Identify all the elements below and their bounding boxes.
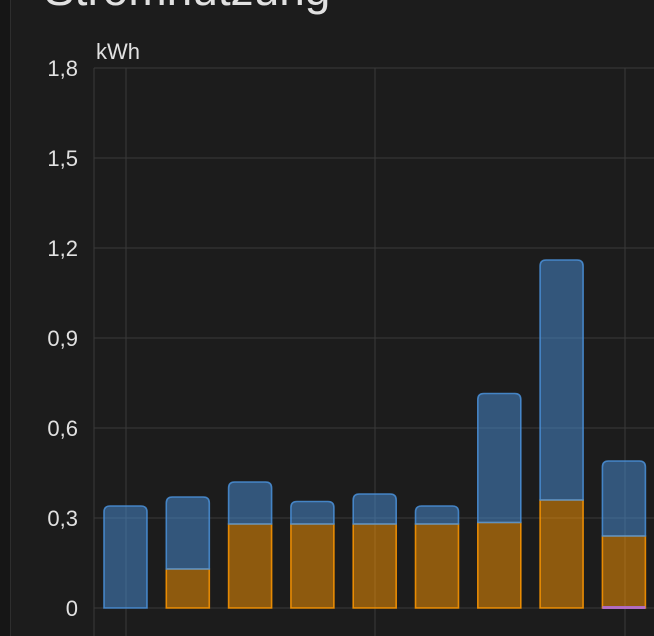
bar-segment-1-5	[414, 505, 460, 525]
bar-segment-0-6	[477, 521, 522, 609]
bar-segment-1-2	[227, 481, 273, 525]
bar-segment-1-1	[165, 496, 211, 570]
y-tick-label: 1,8	[47, 56, 78, 81]
bar-segment-2-8	[602, 606, 646, 609]
bar-segment-1-7	[539, 259, 584, 501]
y-tick-label: 0,3	[47, 506, 78, 531]
y-tick-label: 0,9	[47, 326, 78, 351]
bar-segment-1-4	[352, 493, 397, 525]
bar-segment-0-5	[414, 523, 460, 609]
bar-group-4	[352, 493, 397, 609]
y-tick-label: 1,2	[47, 236, 78, 261]
y-tick-label: 0	[66, 596, 78, 621]
y-tick-label: 0,6	[47, 416, 78, 441]
bar-group-2	[227, 481, 273, 609]
bar-group-7	[539, 259, 584, 609]
bar-segment-0-3	[290, 523, 335, 609]
bar-segment-1-0	[103, 505, 148, 609]
bar-segment-1-6	[477, 392, 522, 524]
chart-bars	[103, 259, 647, 609]
bar-group-5	[414, 505, 460, 609]
bar-segment-0-7	[539, 499, 584, 609]
bar-segment-0-1	[165, 568, 211, 609]
y-tick-label: 1,5	[47, 146, 78, 171]
card-edge	[0, 0, 11, 636]
bar-segment-0-8	[601, 535, 647, 609]
bar-group-0	[103, 505, 148, 609]
bar-segment-0-4	[352, 523, 397, 609]
bar-segment-0-2	[227, 523, 273, 609]
bar-group-8	[601, 460, 647, 609]
bar-group-3	[290, 500, 335, 609]
chart-axis-labels: kWh 0 0,3 0,6 0,9 1,2 1,5 1,8	[47, 39, 140, 621]
bar-segment-1-3	[290, 500, 335, 525]
y-axis-unit-label: kWh	[96, 39, 140, 64]
bar-segment-1-8	[601, 460, 647, 537]
bar-group-1	[165, 496, 211, 609]
bar-group-6	[477, 392, 522, 609]
card-title: Stromnutzung	[44, 0, 330, 12]
